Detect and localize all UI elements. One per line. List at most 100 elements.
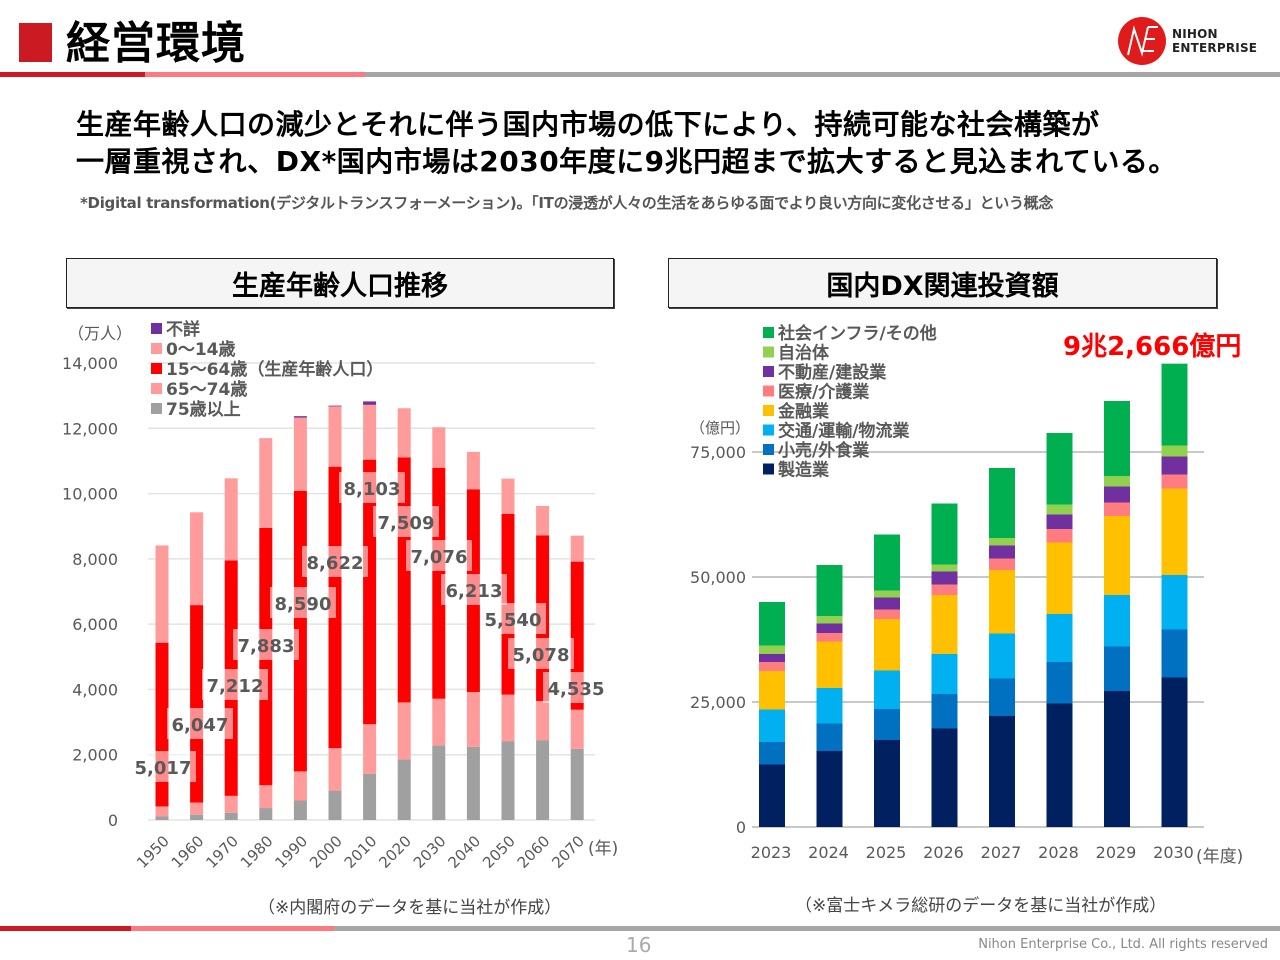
bar-segment <box>155 806 169 817</box>
bar-segment <box>1161 456 1188 475</box>
bar-segment <box>759 654 785 662</box>
x-axis-unit: (年) <box>588 839 618 859</box>
data-label-bg <box>202 669 268 700</box>
legend-swatch <box>151 343 162 354</box>
x-tick-label: 2040 <box>444 832 484 872</box>
x-axis-unit: (年度) <box>1196 847 1243 867</box>
bar-segment <box>224 478 238 561</box>
bar-segment <box>874 619 900 671</box>
page-number: 16 <box>626 933 652 957</box>
bar-segment <box>397 702 411 760</box>
headline-line2: 一層重視され、DX*国内市場は2030年度に9兆円超まで拡大すると見込まれている… <box>76 145 1177 178</box>
bar-segment <box>363 459 377 725</box>
y-tick-label: 50,000 <box>690 568 746 587</box>
bar-segment <box>432 745 446 820</box>
bar-segment <box>155 545 169 643</box>
bar-segment <box>816 565 843 616</box>
y-tick-label: 10,000 <box>62 485 118 504</box>
bar-segment <box>466 746 480 820</box>
legend-label: 75歳以上 <box>166 399 241 420</box>
bar-segment <box>989 538 1015 546</box>
bar-segment <box>190 802 204 815</box>
bar-segment <box>536 505 550 536</box>
bar-segment <box>293 800 307 820</box>
data-label-bg <box>480 603 546 634</box>
bar-segment <box>759 709 785 742</box>
bar-segment <box>1104 502 1130 516</box>
legend-swatch <box>763 463 774 475</box>
bar-segment <box>328 405 342 407</box>
bar-segment <box>224 795 238 813</box>
bar-segment <box>931 503 958 565</box>
bar-segment <box>570 535 584 562</box>
data-label-bg <box>373 506 439 537</box>
y-tick-label: 0 <box>108 811 118 830</box>
bar-segment <box>816 616 843 624</box>
data-label-bg <box>167 708 233 739</box>
x-tick-label: 2028 <box>1038 843 1079 862</box>
bar-segment <box>1104 486 1130 503</box>
bar-segment <box>363 724 377 774</box>
bar-segment <box>1104 476 1130 487</box>
bar-segment <box>759 602 785 646</box>
bar-segment <box>1046 529 1073 543</box>
data-label: 5,017 <box>135 758 192 779</box>
data-label-bg <box>270 587 336 618</box>
logo-line2: ENTERPRISE <box>1172 41 1258 55</box>
bar-segment <box>874 534 900 591</box>
section-title-dx: 国内DX関連投資額 <box>668 258 1217 308</box>
legend-label: 不詳 <box>166 319 200 340</box>
bar-segment <box>989 570 1015 634</box>
bar-segment <box>328 790 342 820</box>
x-tick-label: 2000 <box>306 832 346 872</box>
x-tick-label: 2030 <box>410 832 450 872</box>
bar-segment <box>874 597 900 610</box>
x-tick-label: 2029 <box>1096 843 1137 862</box>
bar-segment <box>931 694 958 729</box>
bar-segment <box>432 698 446 746</box>
legend-label: 小売/外食業 <box>778 440 869 461</box>
bar-segment <box>363 773 377 820</box>
legend-swatch <box>763 366 774 377</box>
x-tick-label: 1990 <box>271 832 311 872</box>
bar-segment <box>259 785 273 809</box>
data-label-bg <box>441 574 507 605</box>
source-note-population: （※内閣府のデータを基に当社が作成） <box>258 898 562 918</box>
legend-swatch <box>763 424 774 436</box>
y-tick-label: 6,000 <box>72 615 118 634</box>
x-tick-label: 2010 <box>341 832 381 872</box>
data-label: 7,212 <box>207 676 264 697</box>
bar-segment <box>1104 691 1130 827</box>
bar-segment <box>874 740 900 827</box>
bar-segment <box>1161 575 1188 630</box>
x-tick-label: 1970 <box>202 832 242 872</box>
bar-segment <box>501 694 515 742</box>
bar-segment <box>1161 363 1188 446</box>
bar-segment <box>989 558 1015 570</box>
legend-label: 製造業 <box>777 460 829 481</box>
bar-segment <box>536 740 550 820</box>
bar-segment <box>816 633 843 642</box>
bar-segment <box>1161 629 1188 678</box>
data-label: 5,540 <box>485 610 542 631</box>
bar-segment <box>259 438 273 528</box>
bar-segment <box>1046 542 1073 614</box>
y-unit-label: （億円） <box>690 419 750 437</box>
logo-mark-icon <box>1118 17 1166 65</box>
legend-label: 自治体 <box>778 343 830 364</box>
bar-segment <box>293 771 307 801</box>
bar-segment <box>1161 677 1188 827</box>
data-label: 7,509 <box>378 513 435 534</box>
data-label-bg <box>543 672 609 703</box>
bar-segment <box>759 662 785 671</box>
bar-segment <box>293 417 307 491</box>
copyright: Nihon Enterprise Co., Ltd. All rights re… <box>978 937 1268 952</box>
bar-segment <box>759 742 785 765</box>
page-title: 経営環境 <box>66 18 246 69</box>
legend-label: 不動産/建設業 <box>778 362 886 383</box>
bar-segment <box>1104 595 1130 647</box>
bar-segment <box>1046 514 1073 529</box>
bar-segment <box>432 427 446 468</box>
data-label: 7,076 <box>411 547 468 568</box>
legend-label: 交通/運輸/物流業 <box>778 421 909 442</box>
